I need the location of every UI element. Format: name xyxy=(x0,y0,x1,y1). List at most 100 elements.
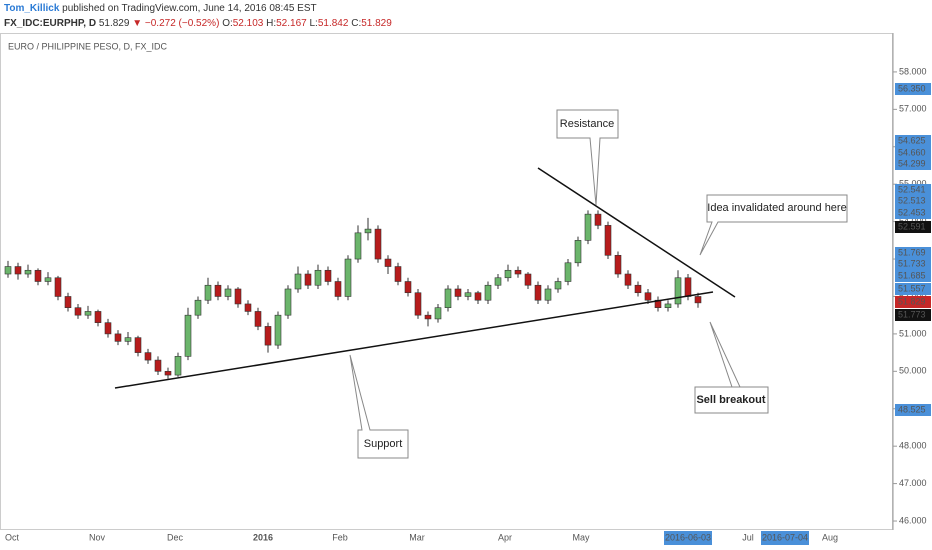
price-label-box xyxy=(895,296,931,308)
candle-body xyxy=(504,269,512,279)
x-tick-label: Mar xyxy=(409,532,425,542)
price-label: 51.685 xyxy=(898,270,926,280)
price-label-box xyxy=(895,270,931,282)
candle-body xyxy=(624,273,632,286)
callout xyxy=(699,194,848,256)
price-label: 56.350 xyxy=(898,83,926,93)
author[interactable]: Tom_Killick xyxy=(4,3,60,14)
price-label: 54.299 xyxy=(898,158,926,168)
price-label: 51.829 xyxy=(898,296,926,306)
candle-body xyxy=(304,273,312,286)
price-label-box xyxy=(895,83,931,95)
y-tick-label: 52.000 xyxy=(899,291,927,301)
candle-body xyxy=(404,281,412,294)
x-tick-label: Feb xyxy=(332,532,348,542)
candle-body xyxy=(144,352,152,361)
price-label-box xyxy=(895,207,931,219)
candle-body xyxy=(344,258,352,297)
change: −0.272 (−0.52%) xyxy=(145,18,220,29)
price-label-box xyxy=(895,195,931,207)
y-tick-label: 47.000 xyxy=(899,478,927,488)
h: 52.167 xyxy=(276,18,307,29)
y-tick-label: 46.000 xyxy=(899,515,927,525)
c: 51.829 xyxy=(361,18,392,29)
price-label-box xyxy=(895,404,931,416)
price-label: 52.453 xyxy=(898,207,926,217)
candle-body xyxy=(264,326,272,346)
candle-body xyxy=(474,292,482,301)
candle-body xyxy=(194,299,202,316)
candle-body xyxy=(684,277,692,297)
price-label-box xyxy=(895,147,931,159)
candle-body xyxy=(584,213,592,241)
price-label-box xyxy=(895,158,931,170)
c-label: C: xyxy=(351,18,361,29)
candle-body xyxy=(154,359,162,372)
candle-body xyxy=(384,258,392,267)
candle-body xyxy=(394,266,402,282)
candle-body xyxy=(134,337,142,353)
candle-body xyxy=(674,277,682,305)
candle-body xyxy=(244,303,252,312)
last: 51.829 xyxy=(99,18,130,29)
candle-body xyxy=(564,262,572,282)
l: 51.842 xyxy=(318,18,349,29)
arrow: ▼ xyxy=(132,18,142,29)
candle-body xyxy=(434,307,442,320)
price-label-box xyxy=(895,135,931,147)
price-label: 48.525 xyxy=(898,404,926,414)
price-label: 51.769 xyxy=(898,247,926,257)
candle-body xyxy=(214,284,222,297)
callout-text: Sell breakout xyxy=(696,394,765,406)
x-tick-label: Nov xyxy=(89,532,106,542)
price-label: 52.591 xyxy=(898,221,926,231)
candle-body xyxy=(124,337,132,342)
price-label: 54.660 xyxy=(898,147,926,157)
price-label-box xyxy=(895,309,931,321)
price-label: 52.541 xyxy=(898,184,926,194)
candle-body xyxy=(604,225,612,256)
price-label-box xyxy=(895,247,931,259)
callout xyxy=(694,321,769,414)
x-tick-label: Oct xyxy=(5,532,20,542)
x-tick-label: Apr xyxy=(498,532,512,542)
candle-body xyxy=(374,228,382,260)
candle-body xyxy=(664,303,672,308)
o: 52.103 xyxy=(233,18,264,29)
y-tick-label: 54.000 xyxy=(899,216,927,226)
x-label-box xyxy=(664,531,712,545)
candle-body xyxy=(454,288,462,297)
candle-body xyxy=(334,281,342,297)
x-tick-label: Aug xyxy=(822,532,838,542)
x-tick-label: Dec xyxy=(167,532,184,542)
callout xyxy=(556,109,619,206)
subtitle: EURO / PHILIPPINE PESO, D, FX_IDC xyxy=(8,41,168,51)
candle-body xyxy=(14,266,22,275)
callout xyxy=(349,354,409,459)
candle-body xyxy=(574,240,582,264)
candle-body xyxy=(354,232,362,260)
o-label: O: xyxy=(222,18,233,29)
candle-body xyxy=(284,288,292,316)
candle-body xyxy=(84,311,92,316)
candle-body xyxy=(524,273,532,286)
published: published on TradingView.com, June 14, 2… xyxy=(62,3,316,14)
candle-body xyxy=(114,333,122,342)
x-tick-label: 2016-07-04 xyxy=(762,532,808,542)
candle-body xyxy=(294,273,302,290)
candle-body xyxy=(54,277,62,297)
y-tick-label: 51.000 xyxy=(899,328,927,338)
candle-body xyxy=(364,228,372,234)
support-line xyxy=(114,291,714,389)
x-tick-label: Jul xyxy=(742,532,754,542)
candle-body xyxy=(234,288,242,305)
resistance-line xyxy=(537,167,736,298)
candle-body xyxy=(544,288,552,301)
candle-body xyxy=(514,269,522,275)
price-label: 51.557 xyxy=(898,283,926,293)
candle-body xyxy=(184,314,192,357)
candle-body xyxy=(24,269,32,275)
callout-text: Support xyxy=(364,438,403,450)
h-label: H: xyxy=(266,18,276,29)
